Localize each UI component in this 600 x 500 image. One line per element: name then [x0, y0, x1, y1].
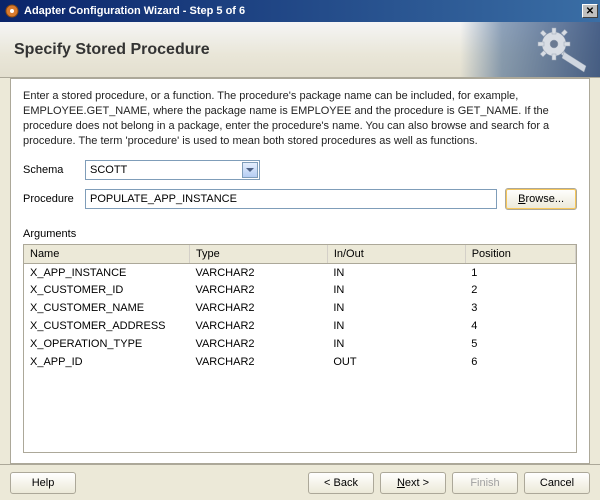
- schema-row: Schema SCOTT: [23, 160, 577, 180]
- table-row[interactable]: X_CUSTOMER_IDVARCHAR2IN2: [24, 281, 576, 299]
- header-decoration: [460, 22, 600, 77]
- titlebar: Adapter Configuration Wizard - Step 5 of…: [0, 0, 600, 22]
- browse-button[interactable]: Browse...: [505, 188, 577, 210]
- table-cell: IN: [327, 299, 465, 317]
- main-panel: Enter a stored procedure, or a function.…: [10, 78, 590, 464]
- close-button[interactable]: ✕: [582, 4, 598, 18]
- schema-value: SCOTT: [90, 164, 127, 176]
- next-button[interactable]: Next >: [380, 472, 446, 494]
- chevron-down-icon[interactable]: [242, 162, 258, 178]
- table-cell: 3: [465, 299, 575, 317]
- arguments-table: Name Type In/Out Position X_APP_INSTANCE…: [24, 245, 576, 371]
- table-cell: VARCHAR2: [189, 299, 327, 317]
- col-name[interactable]: Name: [24, 245, 189, 263]
- table-row[interactable]: X_APP_IDVARCHAR2OUT6: [24, 353, 576, 371]
- table-cell: IN: [327, 317, 465, 335]
- arguments-label: Arguments: [23, 228, 577, 240]
- table-cell: VARCHAR2: [189, 353, 327, 371]
- table-cell: IN: [327, 281, 465, 299]
- page-title: Specify Stored Procedure: [14, 41, 210, 59]
- table-cell: 2: [465, 281, 575, 299]
- table-cell: 5: [465, 335, 575, 353]
- table-cell: OUT: [327, 353, 465, 371]
- table-cell: X_CUSTOMER_ADDRESS: [24, 317, 189, 335]
- table-cell: 1: [465, 263, 575, 281]
- schema-label: Schema: [23, 164, 85, 176]
- table-cell: X_APP_ID: [24, 353, 189, 371]
- table-cell: 4: [465, 317, 575, 335]
- schema-select[interactable]: SCOTT: [85, 160, 260, 180]
- arguments-box: Name Type In/Out Position X_APP_INSTANCE…: [23, 244, 577, 453]
- table-row[interactable]: X_CUSTOMER_NAMEVARCHAR2IN3: [24, 299, 576, 317]
- table-cell: X_OPERATION_TYPE: [24, 335, 189, 353]
- back-button[interactable]: < Back: [308, 472, 374, 494]
- wizard-footer: Help < Back Next > Finish Cancel: [0, 464, 600, 500]
- procedure-input[interactable]: [85, 189, 497, 209]
- table-cell: VARCHAR2: [189, 263, 327, 281]
- table-cell: VARCHAR2: [189, 335, 327, 353]
- browse-label-rest: rowse...: [525, 193, 564, 205]
- table-row[interactable]: X_CUSTOMER_ADDRESSVARCHAR2IN4: [24, 317, 576, 335]
- table-cell: X_CUSTOMER_ID: [24, 281, 189, 299]
- table-cell: X_CUSTOMER_NAME: [24, 299, 189, 317]
- instructions-text: Enter a stored procedure, or a function.…: [23, 89, 577, 148]
- window-title: Adapter Configuration Wizard - Step 5 of…: [24, 5, 582, 17]
- col-type[interactable]: Type: [189, 245, 327, 263]
- cancel-button[interactable]: Cancel: [524, 472, 590, 494]
- table-cell: VARCHAR2: [189, 317, 327, 335]
- procedure-row: Procedure Browse...: [23, 188, 577, 210]
- table-cell: IN: [327, 263, 465, 281]
- col-position[interactable]: Position: [465, 245, 575, 263]
- col-inout[interactable]: In/Out: [327, 245, 465, 263]
- table-cell: VARCHAR2: [189, 281, 327, 299]
- procedure-label: Procedure: [23, 193, 85, 205]
- finish-button[interactable]: Finish: [452, 472, 518, 494]
- table-header-row: Name Type In/Out Position: [24, 245, 576, 263]
- table-row[interactable]: X_OPERATION_TYPEVARCHAR2IN5: [24, 335, 576, 353]
- table-cell: 6: [465, 353, 575, 371]
- wizard-header: Specify Stored Procedure: [0, 22, 600, 78]
- table-cell: IN: [327, 335, 465, 353]
- help-button[interactable]: Help: [10, 472, 76, 494]
- app-icon: [4, 3, 20, 19]
- table-cell: X_APP_INSTANCE: [24, 263, 189, 281]
- table-row[interactable]: X_APP_INSTANCEVARCHAR2IN1: [24, 263, 576, 281]
